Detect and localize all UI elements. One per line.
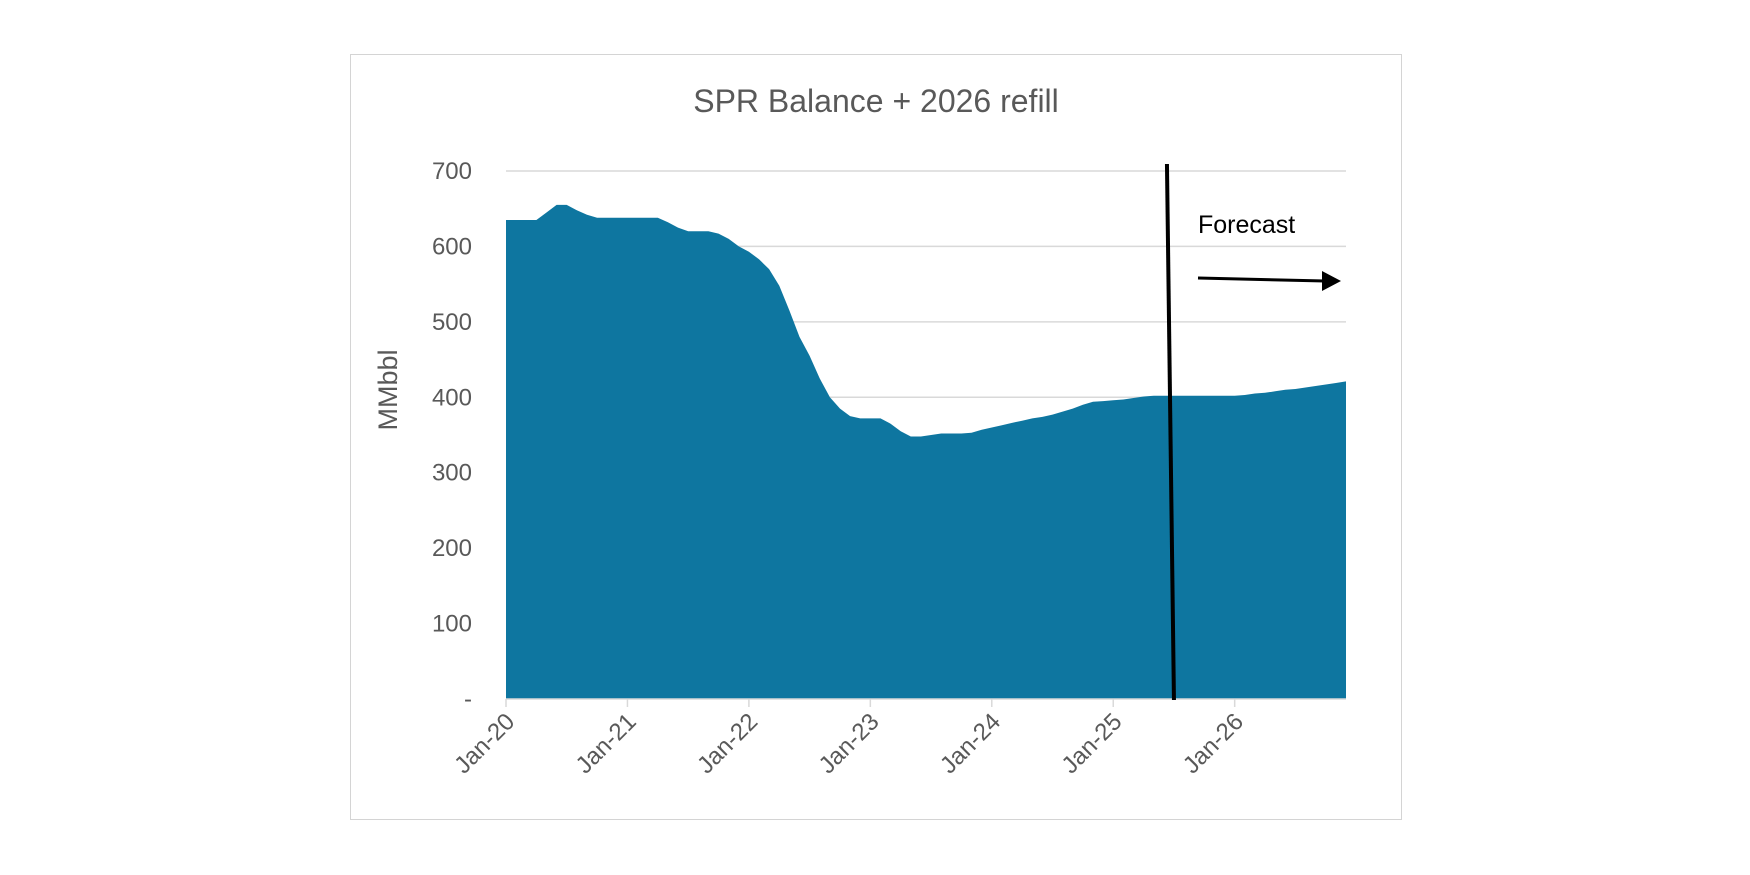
x-tick-label: Jan-22 — [692, 708, 763, 779]
y-tick-label: - — [464, 686, 472, 713]
forecast-arrowhead — [1322, 271, 1341, 291]
y-tick-label: 500 — [432, 309, 472, 336]
x-tick-label: Jan-21 — [571, 708, 642, 779]
y-tick-label: 700 — [432, 158, 472, 185]
y-tick-label: 400 — [432, 384, 472, 411]
x-tick-label: Jan-24 — [935, 708, 1006, 779]
x-tick-marks — [505, 699, 1236, 707]
y-tick-label: 100 — [432, 611, 472, 638]
x-tick-labels: Jan-20 Jan-21 Jan-22 Jan-23 Jan-24 Jan-25 Jan-… — [449, 708, 1249, 779]
y-axis-label: MMbbl — [373, 349, 403, 430]
series-area — [506, 204, 1346, 699]
x-tick-label: Jan-23 — [814, 708, 885, 779]
x-tick-label: Jan-26 — [1178, 708, 1249, 779]
forecast-arrow — [1197, 276, 1326, 283]
x-tick-label: Jan-25 — [1056, 708, 1127, 779]
forecast-divider-line — [1164, 163, 1176, 701]
y-tick-label: 200 — [432, 535, 472, 562]
chart-title: SPR Balance + 2026 refill — [693, 83, 1059, 119]
forecast-label: Forecast — [1198, 211, 1295, 239]
y-tick-labels: - 100 200 300 400 500 600 700 — [432, 158, 472, 713]
y-tick-label: 600 — [432, 233, 472, 260]
y-tick-label: 300 — [432, 460, 472, 487]
x-tick-label: Jan-20 — [449, 708, 520, 779]
